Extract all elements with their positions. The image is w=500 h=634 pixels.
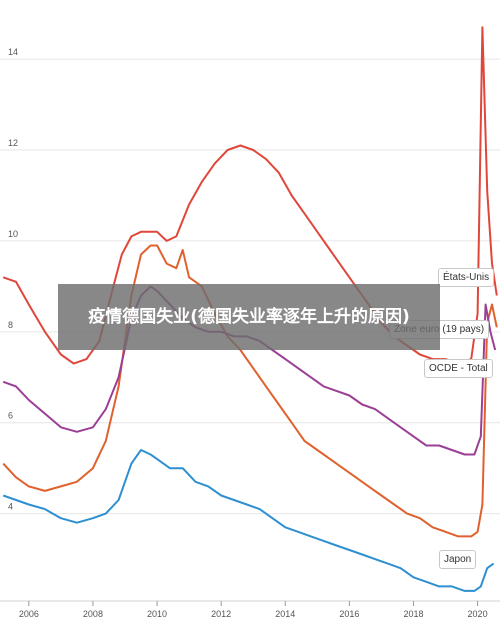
- x-tick-label: 2006: [19, 609, 39, 619]
- x-tick-label: 2010: [147, 609, 167, 619]
- legend-label-japon: Japon: [439, 550, 477, 569]
- y-tick-label: 14: [8, 47, 18, 57]
- x-tick-label: 2008: [83, 609, 103, 619]
- legend-label-etats-unis: États-Unis: [438, 268, 495, 287]
- y-tick-label: 12: [8, 138, 18, 148]
- y-tick-label: 4: [8, 502, 13, 512]
- series-line-1: [2, 244, 498, 538]
- y-tick-label: 10: [8, 229, 18, 239]
- x-tick-label: 2016: [339, 609, 359, 619]
- y-tick-label: 6: [8, 411, 13, 421]
- x-tick-label: 2012: [211, 609, 231, 619]
- overlay-title-banner: 疫情德国失业(德国失业率逐年上升的原因): [58, 284, 440, 350]
- x-tick-label: 2020: [468, 609, 488, 619]
- legend-label-ocde-total: OCDE - Total: [424, 359, 493, 378]
- y-tick-label: 8: [8, 320, 13, 330]
- series-line-3: [2, 449, 495, 592]
- axis-tick-labels: 4 6 8 10 12 14 2006 2008 2010 2012 2014 2016 2018 202…: [8, 47, 488, 619]
- x-tick-label: 2014: [275, 609, 295, 619]
- x-tick-label: 2018: [403, 609, 423, 619]
